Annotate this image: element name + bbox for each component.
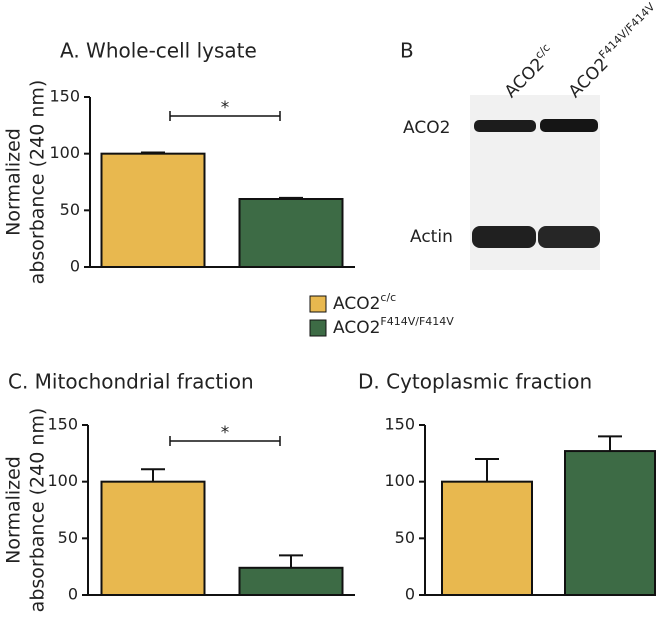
y-tick-label: 50 [395, 528, 415, 547]
bar [564, 450, 656, 597]
legend-swatch [309, 319, 327, 337]
blot-band [538, 226, 600, 248]
y-axis-label: Normalized [3, 456, 25, 564]
legend-label: ACO2c/c [333, 291, 396, 315]
blot-title: B [400, 39, 414, 63]
blot-row-label: ACO2 [403, 118, 450, 138]
significance-label: * [221, 98, 230, 118]
label-main: ACO2 [333, 318, 380, 338]
label-main: ACO2 [565, 54, 613, 102]
chart-title: A. Whole-cell lysate [60, 39, 257, 63]
y-tick-label: 0 [70, 257, 80, 276]
y-axis-label: Normalized [3, 128, 25, 236]
y-tick-label: 100 [384, 471, 415, 490]
bar [100, 152, 206, 269]
blot-band [474, 120, 536, 132]
bar [238, 566, 344, 596]
label: ACO2F414V/F414V [562, 0, 656, 102]
label-superscript: F414V/F414V [380, 315, 454, 328]
label-superscript: F414V/F414V [596, 0, 656, 61]
y-tick-label: 150 [384, 415, 415, 434]
bar [100, 480, 206, 596]
y-axis-label: absorbance (240 nm) [27, 80, 49, 285]
significance-label: * [221, 423, 230, 443]
blot-band [472, 226, 536, 248]
blot-band [540, 119, 598, 132]
bar [238, 198, 344, 268]
legend-label: ACO2F414V/F414V [333, 315, 454, 339]
y-axis-label: absorbance (240 nm) [27, 408, 49, 613]
y-tick-label: 100 [47, 471, 78, 490]
y-tick-label: 0 [68, 585, 78, 604]
y-tick-label: 50 [60, 200, 80, 219]
y-tick-label: 100 [49, 143, 80, 162]
chart-title: D. Cytoplasmic fraction [358, 370, 592, 394]
y-tick-label: 50 [58, 528, 78, 547]
label-superscript: c/c [380, 291, 396, 304]
bar [441, 480, 533, 596]
y-tick-label: 0 [405, 585, 415, 604]
y-tick-label: 150 [47, 415, 78, 434]
blot-row-label: Actin [410, 227, 453, 247]
label-main: ACO2 [501, 54, 549, 102]
legend-swatch [309, 295, 327, 313]
label: ACO2c/c [498, 41, 559, 102]
y-tick-label: 150 [49, 87, 80, 106]
label-main: ACO2 [333, 294, 380, 314]
chart-title: C. Mitochondrial fraction [8, 370, 254, 394]
